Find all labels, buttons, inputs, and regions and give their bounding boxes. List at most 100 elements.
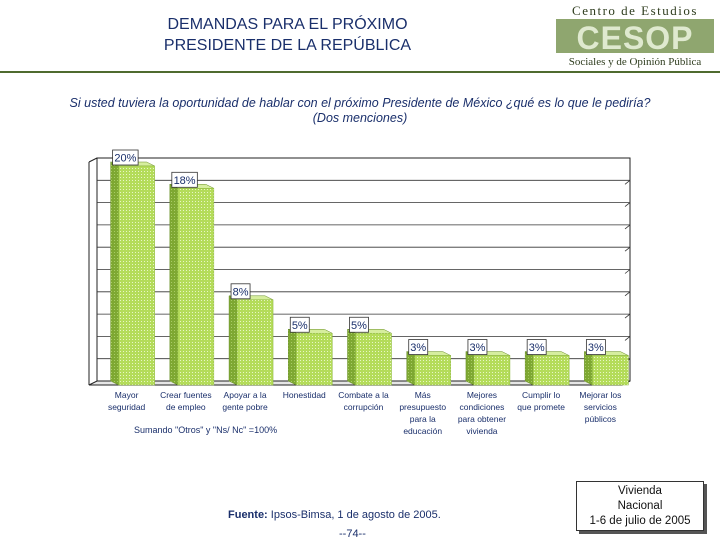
- bar-side: [347, 328, 356, 386]
- category-label: Combate a la corrupción: [338, 390, 389, 412]
- footnote: Sumando "Otros" y "Ns/ Nc" =100%: [134, 425, 278, 435]
- value-label: 5%: [292, 320, 308, 332]
- bar-side: [406, 351, 415, 386]
- bar-side: [584, 351, 593, 386]
- value-label-box: [349, 316, 369, 333]
- value-label-box: [467, 339, 488, 355]
- bar: [473, 355, 511, 386]
- category-label-line: Cumplir lo: [522, 390, 561, 400]
- title-line-2: PRESIDENTE DE LA REPÚBLICA: [163, 37, 412, 54]
- axis-tick: [624, 269, 631, 274]
- source-label: Fuente:: [228, 509, 268, 521]
- cesop-logo: Centro de Estudios CESOP Sociales y de O…: [556, 3, 714, 68]
- category-label-line: gente pobre: [222, 402, 268, 412]
- value-label: 3%: [588, 342, 604, 354]
- page-number: --74--: [339, 528, 366, 540]
- category-label: Más presupuesto para la educación: [399, 390, 446, 436]
- logo-line-3: Sociales y de Opinión Pública: [569, 56, 702, 68]
- category-label-line: Mayor: [115, 390, 139, 400]
- category-label-line: de empleo: [166, 402, 206, 412]
- axis-tick: [624, 202, 631, 207]
- bar: [355, 333, 392, 386]
- box-line-3: 1-6 de julio de 2005: [589, 515, 691, 527]
- survey-question: Si usted tuviera la oportunidad de habla…: [10, 96, 710, 126]
- chart-bars: [110, 161, 629, 386]
- bar: [236, 299, 274, 386]
- category-label-line: que promete: [517, 402, 565, 412]
- chart-labels: 20% Mayor seguridad 18% Crear fuentes de empl…: [108, 149, 621, 436]
- bar: [592, 355, 629, 386]
- category-label-line: corrupción: [344, 402, 384, 412]
- bar-side: [169, 183, 179, 386]
- chart-left-wall-top: [88, 157, 98, 163]
- axis-tick: [624, 224, 631, 230]
- category-label-line: Mejores: [467, 390, 497, 400]
- category-label: Mejorar los servicios públicos: [579, 390, 621, 424]
- bar-side: [110, 161, 119, 386]
- bar: [532, 355, 570, 386]
- axis-tick: [624, 291, 631, 297]
- question-line-1: Si usted tuviera la oportunidad de habla…: [69, 96, 651, 110]
- box-line-2: Nacional: [617, 500, 663, 512]
- category-label: Apoyar a la gente pobre: [222, 390, 268, 412]
- value-label-box: [171, 171, 198, 188]
- category-label-line: educación: [403, 426, 442, 436]
- value-label: 5%: [351, 320, 367, 332]
- value-label: 8%: [233, 286, 249, 298]
- title-line-1: DEMANDAS PARA EL PRÓXIMO: [167, 16, 408, 33]
- category-label-line: Combate a la: [338, 390, 389, 400]
- bar-side: [465, 351, 475, 386]
- value-label-box: [585, 339, 606, 355]
- logo-line-1: Centro de Estudios: [572, 3, 698, 18]
- bar-side: [288, 328, 297, 386]
- category-label-line: para la: [410, 414, 436, 424]
- value-label: 20%: [114, 153, 136, 165]
- page-title: DEMANDAS PARA EL PRÓXIMO PRESIDENTE DE L…: [110, 14, 465, 56]
- value-label-box: [408, 339, 429, 355]
- category-label: Mejores condiciones para obtener vivienda: [458, 390, 506, 436]
- bar: [118, 165, 155, 386]
- axis-tick: [624, 246, 631, 252]
- category-label-line: servicios: [584, 402, 617, 412]
- category-label-line: condiciones: [459, 402, 504, 412]
- category-label: Mayor seguridad: [108, 390, 146, 412]
- value-label: 18%: [174, 175, 196, 187]
- value-label: 3%: [469, 342, 485, 354]
- category-label: Crear fuentes de empleo: [160, 390, 212, 412]
- survey-info-box: Vivienda Nacional 1-6 de julio de 2005: [576, 481, 704, 531]
- logo-mark: CESOP: [576, 20, 693, 56]
- axis-tick: [624, 336, 631, 341]
- value-label-box: [230, 283, 251, 300]
- bar: [177, 188, 215, 386]
- logo-band: [556, 19, 714, 53]
- bar: [414, 355, 451, 386]
- value-label: 3%: [529, 342, 545, 354]
- value-label-box: [526, 339, 547, 355]
- value-label-box: [289, 316, 310, 333]
- category-label-line: Crear fuentes: [160, 390, 212, 400]
- axis-tick: [624, 313, 631, 319]
- bar-side: [524, 351, 534, 386]
- category-label: Cumplir lo que promete: [517, 390, 565, 412]
- axis-tick: [624, 179, 631, 185]
- category-label-line: Más: [415, 390, 431, 400]
- value-label-box: [112, 149, 139, 166]
- category-label-line: para obtener: [458, 414, 506, 424]
- category-label: Honestidad: [283, 390, 326, 400]
- question-line-2: (Dos menciones): [312, 111, 408, 125]
- category-label-line: Honestidad: [283, 390, 326, 400]
- source-note: Fuente: Ipsos-Bimsa, 1 de agosto de 2005…: [228, 509, 441, 521]
- bar-side: [228, 295, 238, 386]
- bar: [296, 333, 333, 386]
- box-line-1: Vivienda: [618, 485, 662, 497]
- category-label-line: Apoyar a la: [224, 390, 267, 400]
- header-divider: [0, 71, 720, 73]
- category-label-line: seguridad: [108, 402, 146, 412]
- category-label-line: Mejorar los: [579, 390, 621, 400]
- source-text: Ipsos-Bimsa, 1 de agosto de 2005.: [270, 509, 441, 521]
- category-label-line: presupuesto: [399, 402, 446, 412]
- category-label-line: públicos: [585, 414, 616, 424]
- value-label: 3%: [410, 342, 426, 354]
- category-label-line: vivienda: [466, 426, 497, 436]
